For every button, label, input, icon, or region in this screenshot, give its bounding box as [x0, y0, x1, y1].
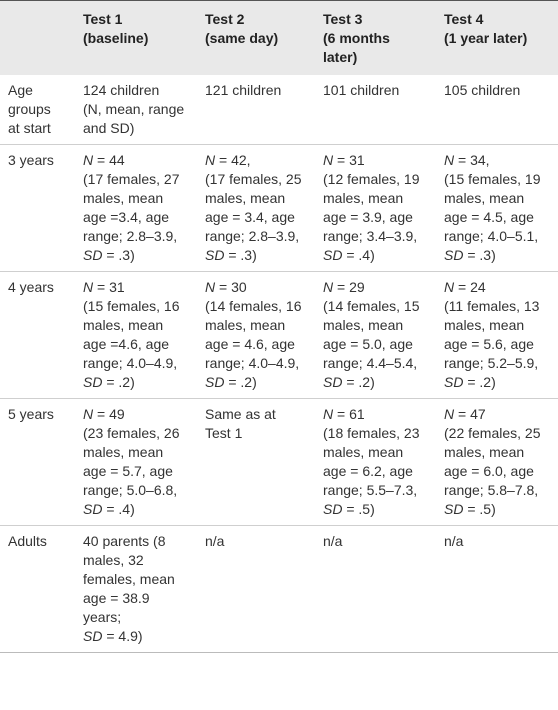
data-table: Test 1 (baseline) Test 2 (same day) Test 3…	[0, 0, 558, 653]
cell-text: = 49 (23 females, 26 males, mean age = 5…	[83, 406, 180, 498]
cell-text: = .2)	[463, 374, 496, 390]
italic-symbol: N	[323, 279, 334, 295]
cell-text: 101 children	[323, 82, 400, 98]
cell-text: 105 children	[444, 82, 521, 98]
table-row: 5 years N = 49 (23 females, 26 males, mea…	[0, 399, 558, 526]
table-cell: N = 29 (14 females, 15 males, mean age =…	[315, 272, 436, 399]
cell-text: = 29 (14 females, 15 males, mean age = 5…	[323, 279, 420, 371]
table-cell: N = 30 (14 females, 16 males, mean age =…	[197, 272, 315, 399]
italic-symbol: SD	[205, 247, 225, 263]
cell-text: = 42, (17 females, 25 males, mean age = …	[205, 152, 302, 244]
corner-cell	[0, 1, 75, 76]
table-row: 4 years N = 31 (15 females, 16 males, mea…	[0, 272, 558, 399]
table-row: 3 years N = 44 (17 females, 27 males, mea…	[0, 145, 558, 272]
table-cell: N = 44 (17 females, 27 males, mean age =…	[75, 145, 197, 272]
italic-symbol: N	[323, 406, 334, 422]
cell-text: = .3)	[224, 247, 257, 263]
italic-symbol: SD	[444, 247, 464, 263]
table-row: Age groups at start 124 children (N, mean…	[0, 75, 558, 145]
cell-text: = .5)	[463, 501, 496, 517]
italic-symbol: SD	[83, 501, 103, 517]
cell-text: 124 children (N, mean, range and SD)	[83, 82, 185, 136]
table-cell: 105 children	[436, 75, 558, 145]
cell-text: Same as at Test 1	[205, 406, 276, 441]
table-cell: N = 31 (15 females, 16 males, mean age =…	[75, 272, 197, 399]
row-label: Age groups at start	[8, 82, 51, 136]
table-row: Adults 40 parents (8 males, 32 females, m…	[0, 526, 558, 653]
italic-symbol: SD	[83, 374, 103, 390]
italic-symbol: SD	[323, 501, 343, 517]
cell-text: n/a	[444, 533, 464, 549]
cell-text: = .5)	[342, 501, 375, 517]
italic-symbol: SD	[83, 628, 103, 644]
cell-text: = 30 (14 females, 16 males, mean age = 4…	[205, 279, 302, 371]
table-cell: n/a	[315, 526, 436, 653]
table-cell: n/a	[197, 526, 315, 653]
cell-text: n/a	[205, 533, 225, 549]
table-cell: N = 34, (15 females, 19 males, mean age …	[436, 145, 558, 272]
column-header: Test 3 (6 months later)	[323, 11, 390, 65]
italic-symbol: SD	[323, 374, 343, 390]
header-row: Test 1 (baseline) Test 2 (same day) Test 3…	[0, 0, 558, 76]
table-cell: Same as at Test 1	[197, 399, 315, 526]
cell-text: = .3)	[102, 247, 135, 263]
italic-symbol: SD	[205, 374, 225, 390]
table-cell: n/a	[436, 526, 558, 653]
cell-text: = 47 (22 females, 25 males, mean age = 6…	[444, 406, 541, 498]
cell-text: = 4.9)	[102, 628, 143, 644]
column-header: Test 4 (1 year later)	[444, 11, 528, 46]
cell-text: n/a	[323, 533, 343, 549]
italic-symbol: N	[83, 152, 94, 168]
cell-text: = .2)	[224, 374, 257, 390]
table-cell: 40 parents (8 males, 32 females, mean ag…	[75, 526, 197, 653]
table-head: Test 1 (baseline) Test 2 (same day) Test 3…	[0, 0, 558, 76]
table-cell: N = 49 (23 females, 26 males, mean age =…	[75, 399, 197, 526]
row-label: 3 years	[8, 152, 54, 168]
table-cell: 101 children	[315, 75, 436, 145]
italic-symbol: SD	[323, 247, 343, 263]
italic-symbol: N	[205, 279, 216, 295]
column-header: Test 2 (same day)	[205, 11, 279, 46]
cell-text: = 44 (17 females, 27 males, mean age =3.…	[83, 152, 180, 244]
italic-symbol: N	[444, 279, 455, 295]
table-cell: N = 61 (18 females, 23 males, mean age =…	[315, 399, 436, 526]
column-header: Test 1 (baseline)	[83, 11, 149, 46]
italic-symbol: SD	[444, 374, 464, 390]
cell-text: = .2)	[342, 374, 375, 390]
cell-text: 121 children	[205, 82, 282, 98]
italic-symbol: N	[83, 279, 94, 295]
row-label: 4 years	[8, 279, 54, 295]
cell-text: = .4)	[102, 501, 135, 517]
cell-text: = .2)	[102, 374, 135, 390]
italic-symbol: N	[323, 152, 334, 168]
italic-symbol: N	[83, 406, 94, 422]
table-cell: 121 children	[197, 75, 315, 145]
table-cell: N = 31 (12 females, 19 males, mean age =…	[315, 145, 436, 272]
italic-symbol: N	[444, 152, 455, 168]
italic-symbol: SD	[83, 247, 103, 263]
table-cell: N = 24 (11 females, 13 males, mean age =…	[436, 272, 558, 399]
italic-symbol: SD	[444, 501, 464, 517]
cell-text: = 31 (15 females, 16 males, mean age =4.…	[83, 279, 180, 371]
table-cell: N = 42, (17 females, 25 males, mean age …	[197, 145, 315, 272]
italic-symbol: N	[444, 406, 455, 422]
table-body: Age groups at start 124 children (N, mean…	[0, 75, 558, 653]
row-label: Adults	[8, 533, 47, 549]
table-cell: N = 47 (22 females, 25 males, mean age =…	[436, 399, 558, 526]
cell-text: = .4)	[342, 247, 375, 263]
cell-text: = 34, (15 females, 19 males, mean age = …	[444, 152, 541, 244]
table-cell: 124 children (N, mean, range and SD)	[75, 75, 197, 145]
cell-text: = 61 (18 females, 23 males, mean age = 6…	[323, 406, 420, 498]
cell-text: = .3)	[463, 247, 496, 263]
cell-text: = 24 (11 females, 13 males, mean age = 5…	[444, 279, 540, 371]
italic-symbol: N	[205, 152, 216, 168]
cell-text: = 31 (12 females, 19 males, mean age = 3…	[323, 152, 420, 244]
row-label: 5 years	[8, 406, 54, 422]
cell-text: 40 parents (8 males, 32 females, mean ag…	[83, 533, 175, 625]
